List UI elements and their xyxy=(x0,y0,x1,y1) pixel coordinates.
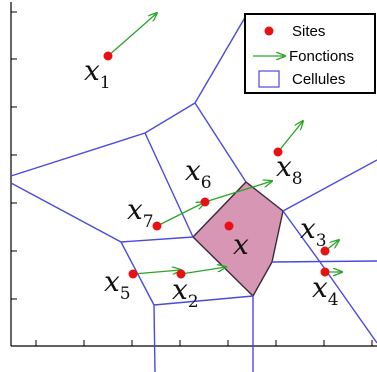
label-x3: x3 xyxy=(300,212,327,251)
legend-fonctions-label: Fonctions xyxy=(289,48,354,65)
site-x8 xyxy=(273,147,283,157)
cell-edge xyxy=(10,182,122,243)
legend-cell-swatch xyxy=(258,70,280,88)
label-x5: x5 xyxy=(104,265,131,304)
label-x4: x4 xyxy=(312,271,339,310)
site-x6 xyxy=(200,197,210,207)
function-arrows xyxy=(107,13,342,275)
voronoi-cells xyxy=(10,13,377,372)
cell-edge xyxy=(271,260,377,263)
cell-edge xyxy=(153,295,254,306)
legend-sites-label: Sites xyxy=(292,23,325,40)
label-x7: x7 xyxy=(127,193,154,232)
cell-edge xyxy=(153,304,156,372)
arrow-x5 xyxy=(132,270,181,274)
site-x2 xyxy=(176,269,186,279)
arrow-x2 xyxy=(180,267,226,275)
label-x2: x2 xyxy=(172,273,199,312)
arrow-x1 xyxy=(107,13,157,57)
cell-edge xyxy=(144,132,194,238)
site-x7 xyxy=(152,221,162,231)
site-x4 xyxy=(320,267,330,277)
cell-edge xyxy=(194,102,247,183)
site-x3 xyxy=(320,246,330,256)
x-axis-ticks xyxy=(35,340,373,346)
label-x: x xyxy=(233,228,249,261)
cell-edge xyxy=(144,102,196,134)
cell-edge xyxy=(194,13,248,104)
label-x8: x8 xyxy=(276,150,303,189)
query-cell xyxy=(192,181,284,298)
site-x5 xyxy=(128,269,138,279)
arrow-x8 xyxy=(277,121,303,153)
site-x1 xyxy=(103,51,113,61)
legend: Sites Fonctions Cellules xyxy=(244,13,376,94)
site-labels: x1 x2 x3 x4 x5 x6 x7 x8 x xyxy=(84,54,339,312)
y-axis-ticks xyxy=(11,11,17,300)
cell-edge xyxy=(282,210,321,263)
legend-site-marker xyxy=(264,26,274,36)
arrow-x7 xyxy=(156,202,205,227)
cell-edge xyxy=(282,159,377,212)
label-x6: x6 xyxy=(185,154,212,193)
cell-edge xyxy=(120,236,194,243)
site-x xyxy=(224,221,234,231)
cell-edge xyxy=(319,261,377,344)
arrow-x6 xyxy=(204,181,272,203)
sites xyxy=(103,51,330,279)
legend-cellules-label: Cellules xyxy=(292,71,345,88)
cell-edge xyxy=(10,132,146,177)
label-x1: x1 xyxy=(84,54,111,93)
